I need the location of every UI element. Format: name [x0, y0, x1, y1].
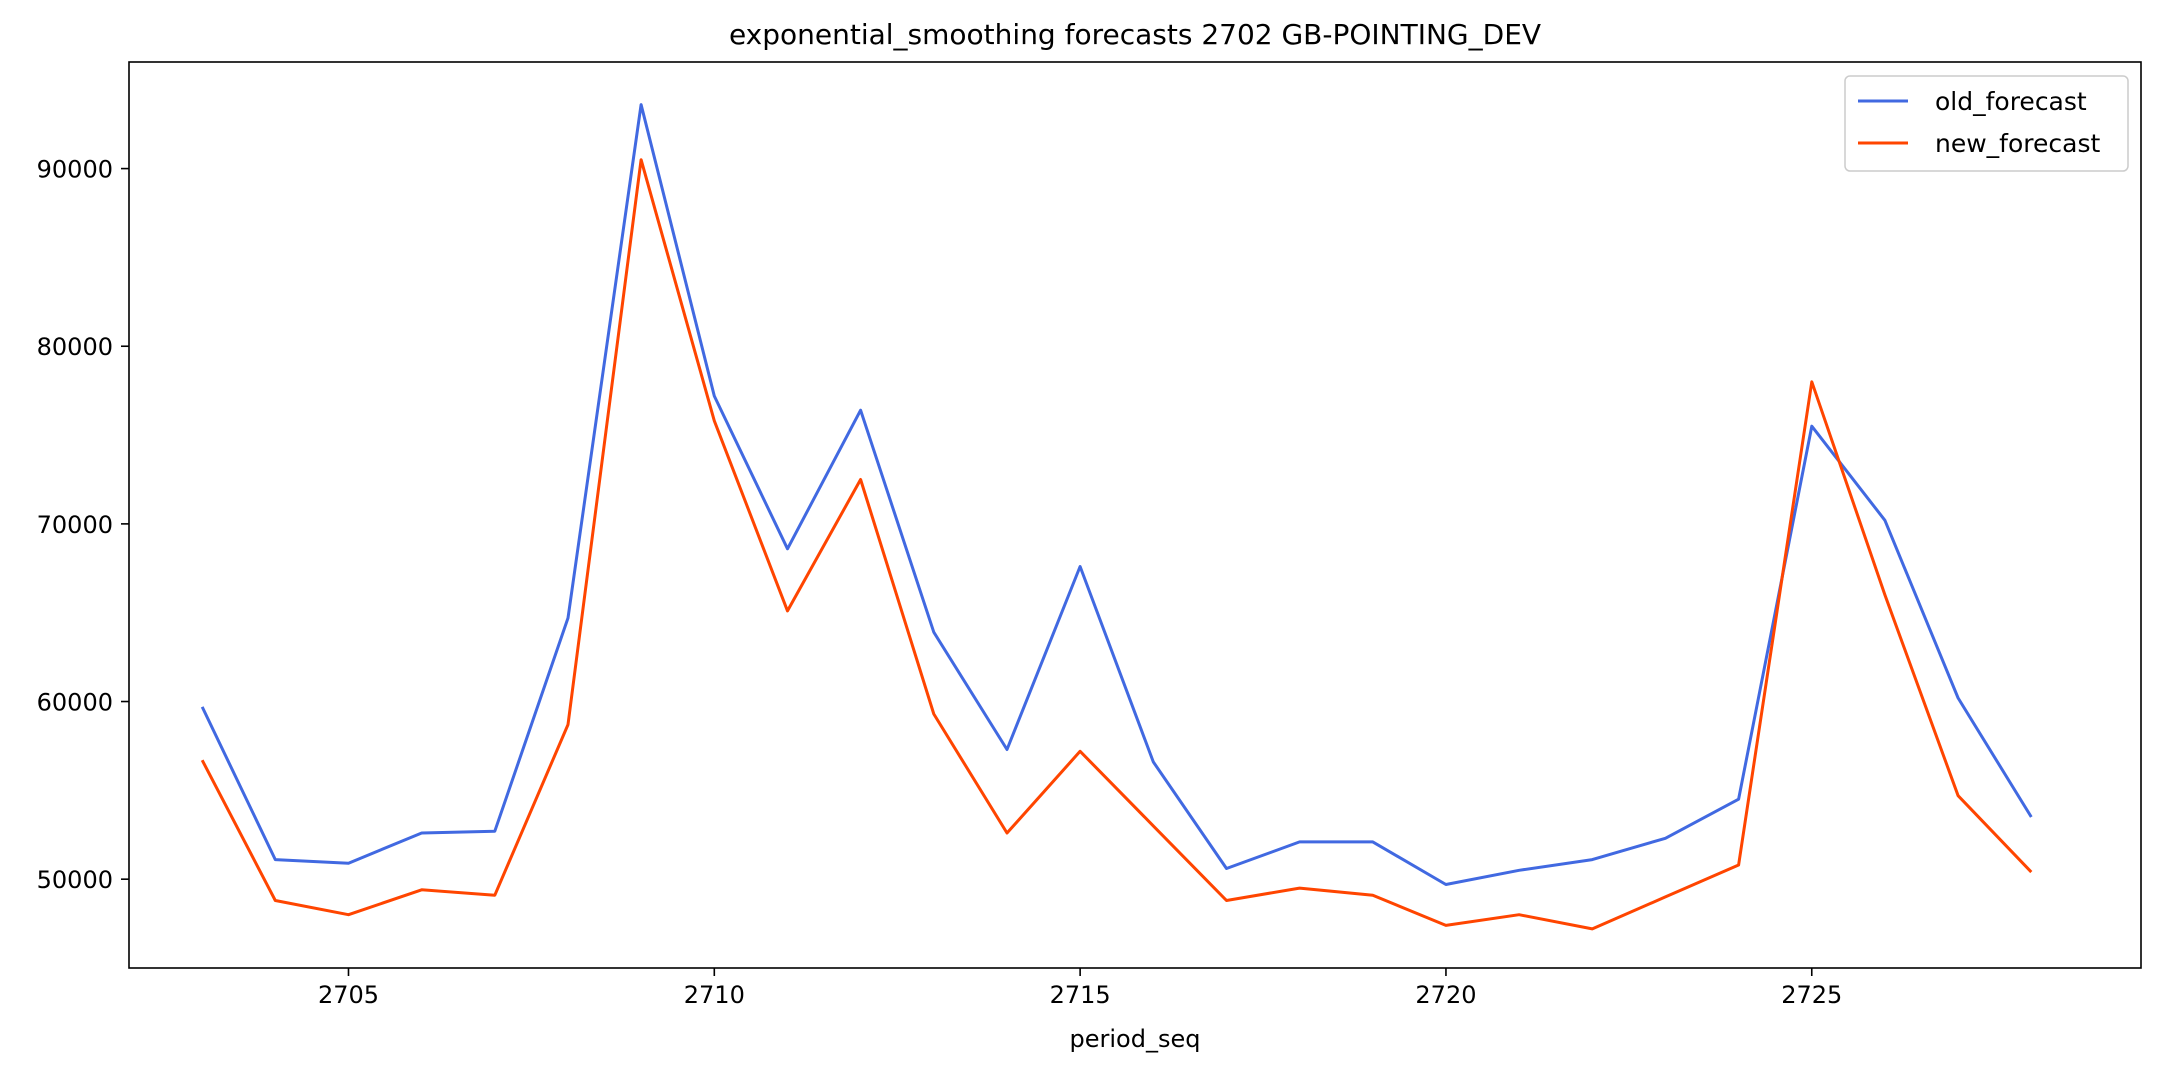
y-tick-label: 50000: [37, 866, 113, 894]
y-tick-label: 80000: [37, 333, 113, 361]
x-tick-label: 2705: [318, 981, 379, 1009]
series-line-new-forecast: [200, 158, 2033, 931]
x-axis-label: period_seq: [1070, 1025, 1201, 1053]
chart-title: exponential_smoothing forecasts 2702 GB-…: [729, 18, 1541, 51]
x-tick-label: 2725: [1781, 981, 1842, 1009]
plot-area-frame: [128, 61, 2142, 969]
series-lines: [200, 103, 2033, 931]
x-tick-label: 2710: [684, 981, 745, 1009]
y-axis: 50000 60000 70000 80000 90000: [37, 156, 129, 894]
x-tick-label: 2715: [1050, 981, 1111, 1009]
legend-label: old_forecast: [1935, 87, 2087, 116]
series-line-old-forecast: [200, 103, 2033, 886]
y-tick-label: 90000: [37, 156, 113, 184]
x-tick-label: 2720: [1415, 981, 1476, 1009]
y-tick-label: 70000: [37, 511, 113, 539]
legend-box: [1844, 75, 2129, 172]
legend: old_forecast new_forecast: [1844, 75, 2129, 172]
x-axis: 2705 2710 2715 2720 2725: [318, 968, 1842, 1009]
y-tick-label: 60000: [37, 689, 113, 717]
legend-label: new_forecast: [1935, 129, 2100, 158]
